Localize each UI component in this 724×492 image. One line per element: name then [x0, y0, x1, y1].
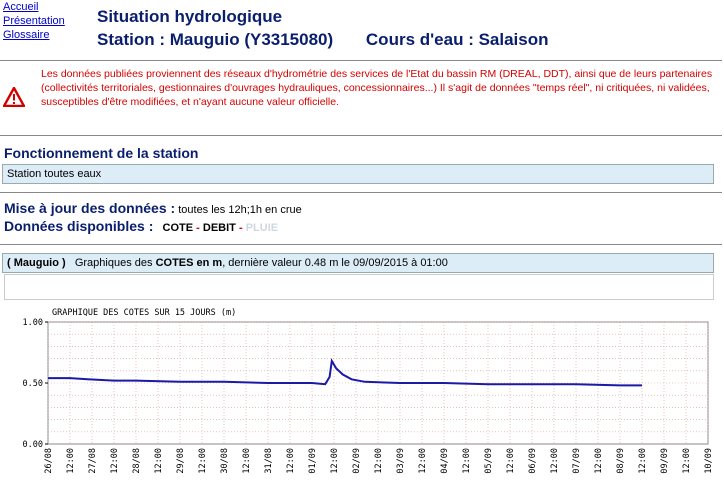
graph-station: ( Mauguio ): [7, 257, 66, 269]
warning-icon: [3, 87, 25, 107]
chart-x-tick-label: 04/09: [440, 448, 450, 474]
fonctionnement-title: Fonctionnement de la station: [4, 145, 199, 161]
fonctionnement-value: Station toutes eaux: [2, 164, 714, 184]
nav-links: Accueil Présentation Glossaire: [3, 0, 65, 42]
divider: [0, 244, 722, 245]
chart-x-tick-label: 10/09: [704, 448, 714, 474]
graph-tabs-area: [4, 274, 714, 300]
available-debit-link[interactable]: DEBIT: [202, 222, 236, 234]
chart-x-tick-label: 12:00: [506, 448, 516, 474]
chart-x-tick-label: 27/08: [88, 448, 98, 474]
chart-x-tick-label: 02/09: [352, 448, 362, 474]
water-level-chart: GRAPHIQUE DES COTES SUR 15 JOURS (m) 1.0…: [23, 308, 714, 474]
chart-x-tick-label: 12:00: [242, 448, 252, 474]
chart-x-tick-label: 30/08: [220, 448, 230, 474]
nav-link-presentation[interactable]: Présentation: [3, 15, 65, 27]
chart-x-tick-label: 12:00: [330, 448, 340, 474]
chart-x-tick-label: 12:00: [462, 448, 472, 474]
chart-x-ticks: 26/08 12:00 27/08 12:00 28/08 12:00 29/08 12:00…: [44, 448, 714, 474]
chart-x-tick-label: 08/09: [616, 448, 626, 474]
chart-x-tick-label: 12:00: [638, 448, 648, 474]
available-cote-link[interactable]: COTE: [162, 222, 194, 234]
chart-x-tick-label: 01/09: [308, 448, 318, 474]
available-data: Données disponibles : COTE - DEBIT - PLU…: [4, 218, 278, 234]
chart-x-tick-label: 28/08: [132, 448, 142, 474]
available-label: Données disponibles :: [4, 218, 154, 234]
nav-link-glossaire[interactable]: Glossaire: [3, 29, 50, 41]
chart-x-tick-label: 12:00: [682, 448, 692, 474]
chart-x-tick-label: 12:00: [594, 448, 604, 474]
chart-x-tick-label: 12:00: [66, 448, 76, 474]
chart-x-tick-label: 12:00: [110, 448, 120, 474]
chart-x-tick-label: 12:00: [198, 448, 208, 474]
graph-header-text1: Graphiques des: [74, 257, 153, 269]
chart-x-tick-label: 31/08: [264, 448, 274, 474]
warning-box: Les données publiées proviennent des rés…: [0, 60, 722, 136]
chart-y-ticks: 1.00 0.50 0.00: [23, 318, 48, 450]
update-value: toutes les 12h;1h en crue: [178, 204, 302, 216]
chart-x-tick-label: 12:00: [154, 448, 164, 474]
chart-y-tick-label: 0.00: [23, 440, 43, 450]
chart-x-tick-label: 05/09: [484, 448, 494, 474]
chart-x-tick-label: 26/08: [44, 448, 54, 474]
warning-text: Les données publiées proviennent des rés…: [41, 68, 713, 108]
graph-header-text2: , dernière valeur 0.48 m le 09/09/2015 à…: [222, 257, 448, 269]
graph-header-bold: COTES en m: [155, 257, 223, 269]
nav-link-accueil[interactable]: Accueil: [3, 1, 39, 13]
chart-x-tick-label: 29/08: [176, 448, 186, 474]
chart-x-tick-label: 09/09: [660, 448, 670, 474]
chart-x-tick-label: 12:00: [550, 448, 560, 474]
page-title-main: Situation hydrologique: [97, 7, 283, 26]
chart-x-tick-label: 12:00: [418, 448, 428, 474]
chart-y-tick-label: 1.00: [23, 318, 43, 328]
chart-x-tick-label: 03/09: [396, 448, 406, 474]
chart-series-line: [48, 358, 642, 387]
available-pluie: PLUIE: [245, 222, 279, 234]
chart-x-tick-label: 12:00: [374, 448, 384, 474]
available-sep: -: [196, 222, 200, 234]
river-name: Cours d'eau : Salaison: [365, 30, 549, 49]
graph-header: ( Mauguio ) Graphiques des COTES en m, d…: [2, 253, 714, 273]
update-info: Mise à jour des données : toutes les 12h…: [4, 200, 302, 216]
chart-x-tick-label: 06/09: [528, 448, 538, 474]
chart-y-tick-label: 0.50: [23, 379, 43, 389]
page-title: Situation hydrologique Station : Mauguio…: [97, 5, 549, 51]
divider: [0, 192, 722, 193]
update-label: Mise à jour des données :: [4, 200, 176, 216]
chart-x-tick-label: 12:00: [286, 448, 296, 474]
station-name: Station : Mauguio (Y3315080): [97, 30, 334, 49]
chart-x-tick-label: 07/09: [572, 448, 582, 474]
chart-title: GRAPHIQUE DES COTES SUR 15 JOURS (m): [52, 308, 236, 318]
available-sep: -: [238, 222, 243, 234]
